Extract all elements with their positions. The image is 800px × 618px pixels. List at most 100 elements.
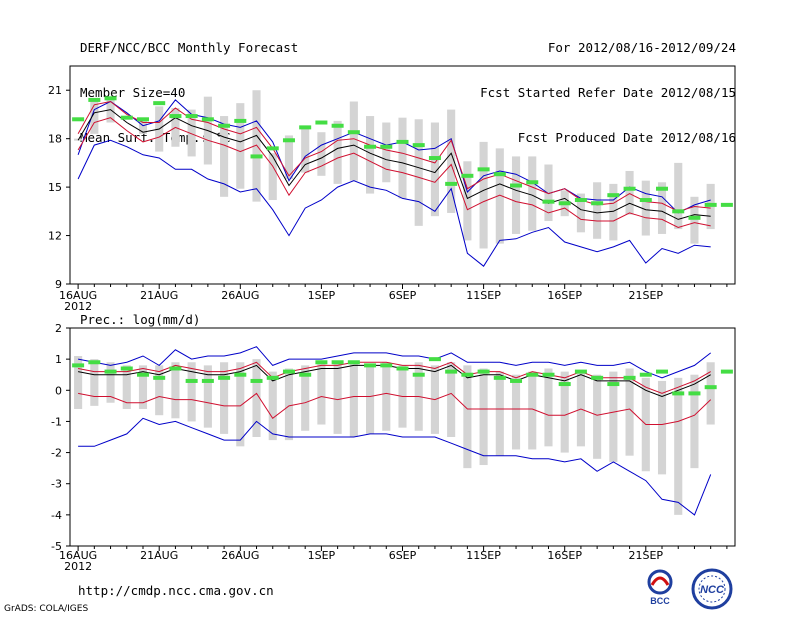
x-tick-label: 21SEP: [629, 289, 664, 302]
y-tick-label: 12: [48, 230, 62, 243]
ensemble-bar: [479, 368, 488, 466]
ensemble-bar: [560, 371, 569, 453]
x-tick-label: 16AUG: [59, 549, 97, 562]
ensemble-bar: [690, 374, 699, 469]
x-tick-label: 26AUG: [221, 549, 259, 562]
ensemble-bar: [447, 362, 456, 437]
ensemble-bar: [284, 135, 294, 180]
ensemble-bar: [349, 101, 358, 181]
y-tick-label: -3: [51, 478, 62, 491]
y-tick-label: 9: [55, 278, 62, 291]
y-tick-label: 18: [48, 133, 62, 146]
ensemble-bar: [220, 362, 229, 434]
ensemble-bar: [187, 362, 196, 422]
ncc-logo-inner: [698, 575, 726, 603]
x-tick-label: 21AUG: [140, 289, 178, 302]
header-right: For 2012/08/16-2012/09/24 Fcst Started R…: [480, 10, 736, 160]
ensemble-bar: [90, 101, 99, 134]
ensemble-bar: [528, 156, 537, 231]
x-tick-label: 21SEP: [629, 549, 664, 562]
ensemble-bar: [187, 109, 196, 157]
ensemble-bar: [366, 365, 375, 434]
ensemble-bar: [511, 156, 521, 234]
ensemble-bar: [90, 359, 99, 406]
precip-panel-title: Prec.: log(mm/d): [80, 312, 200, 327]
x-tick-label: 16SEP: [547, 289, 582, 302]
ensemble-bar: [236, 103, 245, 189]
ensemble-bar: [284, 368, 294, 441]
ensemble-bar: [106, 362, 115, 403]
x-tick-label: 21AUG: [140, 549, 178, 562]
x-tick-label: 26AUG: [221, 289, 259, 302]
ensemble-bar: [495, 371, 504, 456]
ensemble-bar: [138, 365, 148, 409]
ncc-logo: NCC: [691, 568, 733, 610]
x-tick-label: 6SEP: [389, 549, 417, 562]
bcc-logo-ring: [647, 569, 673, 595]
forecast-period: For 2012/08/16-2012/09/24: [547, 40, 736, 55]
ensemble-bar: [625, 368, 634, 456]
x-tick-label: 1SEP: [308, 549, 336, 562]
ensemble-bar: [706, 362, 715, 425]
y-tick-label: 2: [55, 322, 62, 335]
ensemble-bar: [268, 153, 277, 201]
ensemble-bar: [674, 377, 683, 515]
bcc-logo-text: BCC: [650, 596, 670, 606]
source-url[interactable]: http://cmdp.ncc.cma.gov.cn: [78, 583, 274, 598]
ensemble-bar: [349, 362, 358, 437]
x-tick-label: 11SEP: [466, 549, 501, 562]
y-tick-label: -1: [51, 415, 62, 428]
y-tick-label: -5: [51, 540, 62, 553]
ensemble-bar: [333, 362, 342, 434]
ensemble-bar: [690, 196, 699, 244]
series-line-max: [78, 346, 712, 379]
grads-credit: GrADS: COLA/IGES: [4, 604, 89, 614]
y-tick-label: 15: [48, 181, 62, 194]
series-line-mean: [77, 109, 711, 220]
bcc-logo-swoosh: [650, 576, 670, 586]
ensemble-bar: [625, 170, 634, 215]
ensemble-bar: [382, 122, 391, 183]
fcst-start-date: Fcst Started Refer Date 2012/08/15: [480, 85, 736, 100]
ensemble-bar: [511, 374, 521, 450]
ensemble-bar: [74, 356, 83, 409]
x-year-label: 2012: [64, 560, 92, 573]
y-tick-label: -4: [51, 509, 62, 522]
y-tick-label: 1: [55, 353, 62, 366]
ensemble-bar: [463, 161, 472, 241]
ensemble-bar: [414, 119, 423, 226]
series-line-spread-upper: [78, 361, 711, 394]
ensemble-bar: [366, 116, 375, 194]
ensemble-bar: [122, 365, 131, 409]
ensemble-bar: [317, 132, 326, 176]
y-tick-label: -2: [51, 447, 62, 460]
bcc-logo: BCC: [647, 569, 673, 606]
ensemble-bar: [528, 371, 537, 450]
ensemble-bar: [657, 182, 667, 234]
ensemble-bar: [171, 362, 180, 419]
ensemble-bar: [609, 183, 618, 241]
ensemble-bar: [382, 362, 391, 431]
fcst-produced-date: Fcst Produced Date 2012/08/16: [517, 130, 736, 145]
ensemble-bar: [479, 141, 488, 249]
series-line-mean: [78, 364, 711, 398]
series-line-max: [77, 99, 711, 214]
ensemble-bar: [301, 127, 310, 173]
ensemble-bar: [220, 116, 229, 197]
ensemble-bar: [252, 359, 261, 437]
chart-title: DERF/NCC/BCC Monthly Forecast: [80, 40, 299, 55]
ensemble-bar: [268, 371, 277, 441]
chart-panel-2: -5 -4 -3 -2 -1 0 1 2 16AUG 21AUG 26AUG 1SEP 6SEP 11SE…: [51, 322, 736, 573]
ensemble-bar: [609, 371, 618, 462]
x-tick-label: 16SEP: [547, 549, 582, 562]
ensemble-bar: [544, 164, 553, 222]
ensemble-bar: [398, 117, 407, 199]
ensemble-bar: [674, 162, 683, 230]
x-tick-label: 6SEP: [389, 289, 417, 302]
ensemble-bar: [138, 120, 148, 134]
x-tick-label: 1SEP: [308, 289, 336, 302]
ensemble-bar: [155, 365, 164, 416]
y-tick-label: 0: [55, 384, 62, 397]
ensemble-bar: [301, 365, 310, 431]
